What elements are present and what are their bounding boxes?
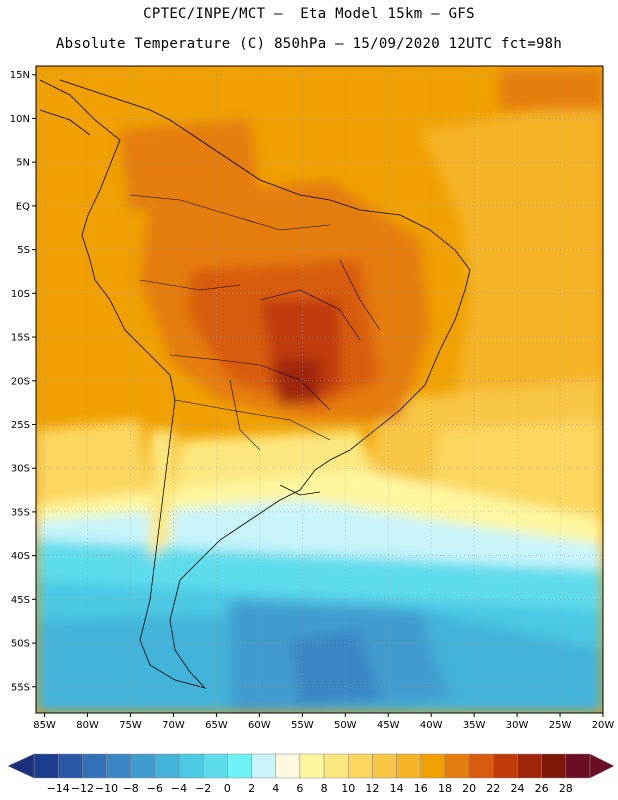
latitude-axis: 15N 10N 5N EQ 5S 10S 15S 20S 25S 30S 35S 40S 45S 50S 5… xyxy=(10,70,36,693)
lon-tick-label: 45W xyxy=(377,720,400,731)
colorbar-label: −14 xyxy=(47,782,70,795)
colorbar-label: −4 xyxy=(171,782,187,795)
lon-tick-label: 80W xyxy=(76,720,99,731)
colorbar-label: −6 xyxy=(147,782,163,795)
colorbar-label: −2 xyxy=(195,782,211,795)
colorbar-swatch xyxy=(106,753,131,779)
colorbar-label: 10 xyxy=(341,782,355,795)
colorbar-swatch xyxy=(565,753,591,779)
lon-tick-label: 55W xyxy=(291,720,314,731)
colorbar-label: 14 xyxy=(390,782,404,795)
lat-tick-label: 5S xyxy=(17,245,30,256)
colorbar-swatch xyxy=(227,753,252,779)
colorbar-swatch xyxy=(130,753,156,779)
colorbar-label: 26 xyxy=(535,782,549,795)
lat-tick-label: EQ xyxy=(16,201,30,212)
colorbar-swatch xyxy=(57,753,83,779)
colorbar-label: 28 xyxy=(559,782,573,795)
lat-tick-label: 10N xyxy=(10,114,30,125)
colorbar-swatch xyxy=(468,753,494,779)
lat-tick-label: 45S xyxy=(11,595,30,606)
country-borders xyxy=(129,194,381,451)
colorbar-swatch xyxy=(420,753,446,779)
colorbar-label: 0 xyxy=(224,782,231,795)
colorbar-swatch xyxy=(299,753,325,779)
colorbar-label: 12 xyxy=(365,782,379,795)
colorbar-swatch xyxy=(493,753,518,779)
colorbar-swatch xyxy=(348,753,373,779)
lon-tick-label: 30W xyxy=(506,720,529,731)
lon-tick-label: 70W xyxy=(162,720,185,731)
lat-tick-label: 5N xyxy=(16,158,30,169)
lat-tick-label: 15N xyxy=(10,70,30,81)
lat-tick-label: 15S xyxy=(11,333,30,344)
colorbar-min-arrow xyxy=(7,753,35,779)
graticule xyxy=(36,66,604,713)
colorbar-label: 18 xyxy=(438,782,452,795)
lon-tick-label: 65W xyxy=(205,720,228,731)
lon-tick-label: 50W xyxy=(334,720,357,731)
colorbar-swatch xyxy=(154,753,180,779)
colorbar-swatch xyxy=(178,753,204,779)
colorbar-swatch xyxy=(202,753,228,779)
lat-tick-label: 35S xyxy=(11,507,30,518)
colorbar-swatch xyxy=(33,753,59,779)
colorbar-label: −12 xyxy=(71,782,94,795)
colorbar-label: 24 xyxy=(510,782,524,795)
colorbar-label: 6 xyxy=(296,782,303,795)
colorbar-swatch xyxy=(517,753,542,779)
lon-tick-label: 35W xyxy=(463,720,486,731)
colorbar-label: 2 xyxy=(248,782,255,795)
lon-tick-label: 40W xyxy=(420,720,443,731)
temperature-field xyxy=(36,66,603,713)
colorbar-swatch xyxy=(444,753,470,779)
colorbar-label: 20 xyxy=(462,782,476,795)
lon-tick-label: 75W xyxy=(119,720,142,731)
lat-tick-label: 30S xyxy=(11,464,30,475)
lat-tick-label: 40S xyxy=(11,551,30,562)
colorbar-swatch xyxy=(82,753,107,779)
colorbar-label: 16 xyxy=(414,782,428,795)
lon-tick-label: 25W xyxy=(549,720,572,731)
lat-tick-label: 10S xyxy=(11,289,30,300)
lat-tick-label: 20S xyxy=(11,376,30,387)
lat-tick-label: 25S xyxy=(11,420,30,431)
map-title-line-1: CPTEC/INPE/MCT – Eta Model 15km – GFS xyxy=(143,6,475,22)
map-title-line-2: Absolute Temperature (C) 850hPa – 15/09/… xyxy=(55,36,563,52)
colorbar-max-arrow xyxy=(589,753,615,779)
colorbar-swatch xyxy=(541,753,567,779)
colorbar-label: −10 xyxy=(95,782,118,795)
colorbar-swatch xyxy=(323,753,349,779)
lat-tick-label: 50S xyxy=(11,639,30,650)
lon-tick-label: 20W xyxy=(592,720,615,731)
colorbar-label: 22 xyxy=(486,782,500,795)
colorbar-label: −8 xyxy=(123,782,139,795)
colorbar-swatch xyxy=(372,753,397,779)
colorbar-label: 8 xyxy=(321,782,328,795)
colorbar-swatch xyxy=(275,753,301,779)
coastlines xyxy=(39,79,471,689)
lon-tick-label: 60W xyxy=(248,720,271,731)
colorbar-swatch xyxy=(251,753,276,779)
map-frame xyxy=(35,65,604,714)
longitude-axis: 85W 80W 75W 70W 65W 60W 55W 50W 45W 40W 35W 30W 25W 2… xyxy=(33,713,614,731)
colorbar: −14 −12 −10 −8 −6 −4 −2 0 2 4 6 8 10 12 14 16 18 20 22 24 26… xyxy=(7,753,615,795)
colorbar-swatch xyxy=(396,753,422,779)
colorbar-label: 4 xyxy=(272,782,279,795)
lon-tick-label: 85W xyxy=(33,720,56,731)
lat-tick-label: 55S xyxy=(11,682,30,693)
